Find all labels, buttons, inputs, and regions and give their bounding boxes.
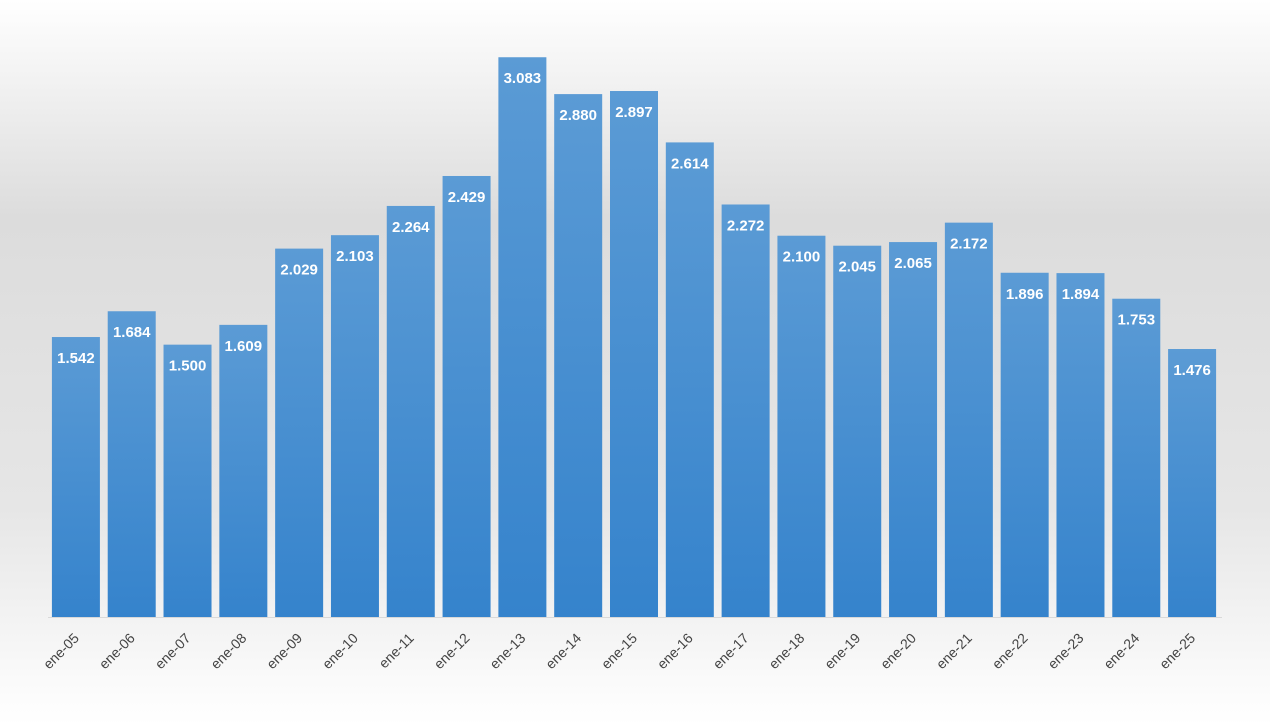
- data-label: 3.083: [504, 70, 542, 87]
- data-label: 2.172: [950, 236, 988, 253]
- data-label: 1.500: [169, 358, 207, 375]
- data-label: 2.029: [280, 262, 318, 279]
- data-label: 1.894: [1062, 286, 1100, 303]
- data-label: 2.264: [392, 219, 430, 236]
- data-label: 2.065: [894, 255, 932, 272]
- data-label: 2.614: [671, 155, 709, 172]
- bar: [442, 175, 491, 617]
- bar: [386, 205, 435, 617]
- data-label: 1.609: [225, 338, 263, 355]
- data-label: 1.684: [113, 324, 151, 341]
- data-label: 2.897: [615, 104, 653, 121]
- data-label: 2.272: [727, 217, 765, 234]
- bar: [163, 344, 212, 617]
- data-label: 2.880: [559, 107, 597, 124]
- bar: [219, 324, 268, 617]
- data-label: 1.753: [1118, 312, 1156, 329]
- data-label: 2.100: [783, 249, 821, 266]
- bar: [107, 311, 156, 617]
- bar: [944, 222, 993, 618]
- bar: [721, 204, 770, 618]
- data-label: 1.542: [57, 350, 95, 367]
- bar: [51, 337, 100, 617]
- bar: [889, 242, 938, 618]
- bar: [1112, 298, 1161, 617]
- bar: [777, 235, 826, 617]
- data-label: 2.045: [838, 259, 876, 276]
- bar: [833, 245, 882, 617]
- bar: [610, 91, 658, 618]
- bar: [1168, 349, 1217, 617]
- data-label: 2.429: [448, 189, 486, 206]
- bar: [1000, 272, 1049, 617]
- bar: [665, 142, 714, 617]
- data-label: 2.103: [336, 248, 374, 265]
- bar: [1056, 273, 1105, 617]
- bar: [498, 57, 547, 618]
- bar: [275, 248, 324, 617]
- data-label: 1.896: [1006, 286, 1044, 303]
- data-label: 1.476: [1173, 362, 1211, 379]
- bar: [330, 235, 379, 617]
- bar: [554, 94, 603, 618]
